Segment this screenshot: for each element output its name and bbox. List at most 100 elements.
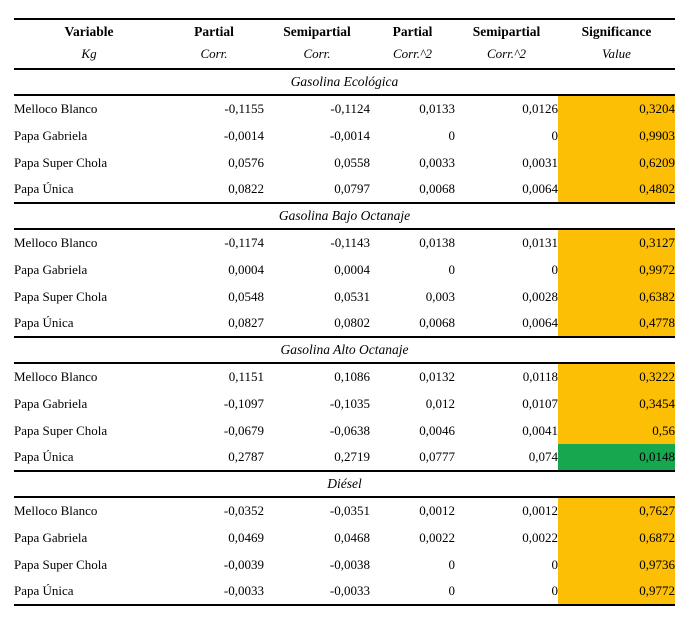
partial-corr-sq-cell: 0 — [448, 556, 456, 572]
table-row: Papa Gabriela -0,0014 -0,0014 0 0 0,9903 — [14, 122, 675, 149]
partial-corr-sq-cell: 0,003 — [425, 288, 455, 304]
partial-corr-cell: 0,1151 — [228, 369, 264, 384]
variable-cell: Papa Única — [14, 583, 74, 598]
significance-cell: 0,9972 — [558, 256, 675, 283]
table-row: Melloco Blanco -0,1174 -0,1143 0,0138 0,… — [14, 229, 675, 256]
col-header-semipartial-sq: Semipartial — [472, 24, 541, 39]
semipartial-corr-sq-cell: 0,0107 — [522, 395, 558, 411]
correlation-table: Variable Partial Semipartial Partial Sem… — [14, 18, 675, 606]
col-header-partial: Partial — [194, 24, 234, 39]
partial-corr-sq-cell: 0,0046 — [419, 422, 455, 438]
variable-cell: Papa Super Chola — [14, 556, 108, 572]
semipartial-corr-cell: 0,1086 — [334, 369, 370, 384]
significance-cell: 0,9772 — [558, 578, 675, 605]
partial-corr-sq-cell: 0 — [448, 261, 456, 277]
col-subheader-value: Value — [558, 44, 675, 70]
partial-corr-sq-cell: 0,012 — [425, 395, 455, 411]
partial-corr-cell: 0,2787 — [228, 449, 264, 464]
significance-cell: 0,6872 — [558, 524, 675, 551]
significance-cell: 0,3222 — [558, 363, 675, 390]
partial-corr-cell: 0,0827 — [228, 315, 264, 330]
partial-corr-cell: 0,0548 — [228, 288, 264, 304]
variable-cell: Papa Única — [14, 181, 74, 196]
partial-corr-sq-cell: 0,0068 — [419, 181, 455, 196]
semipartial-corr-cell: -0,1035 — [329, 395, 370, 411]
table-row: Papa Única 0,2787 0,2719 0,0777 0,074 0,… — [14, 444, 675, 471]
col-subheader-corr-sq-1: Corr.^2 — [370, 44, 455, 70]
semipartial-corr-sq-cell: 0 — [551, 127, 559, 143]
variable-cell: Melloco Blanco — [14, 101, 98, 116]
table-row: Papa Gabriela -0,1097 -0,1035 0,012 0,01… — [14, 390, 675, 417]
significance-cell: 0,4778 — [558, 310, 675, 337]
partial-corr-sq-cell: 0,0022 — [419, 529, 455, 545]
partial-corr-cell: -0,0679 — [223, 422, 264, 438]
significance-cell: 0,9903 — [558, 122, 675, 149]
semipartial-corr-sq-cell: 0,0064 — [522, 181, 558, 196]
table-row: Papa Única 0,0822 0,0797 0,0068 0,0064 0… — [14, 176, 675, 203]
semipartial-corr-cell: 0,0468 — [334, 529, 370, 545]
variable-cell: Melloco Blanco — [14, 503, 98, 518]
semipartial-corr-cell: -0,0351 — [329, 503, 370, 518]
section-title-gasolina-ecologica: Gasolina Ecológica — [14, 68, 675, 96]
partial-corr-cell: -0,1097 — [223, 395, 264, 411]
significance-cell: 0,56 — [558, 417, 675, 444]
partial-corr-sq-cell: 0,0777 — [419, 449, 455, 464]
partial-corr-sq-cell: 0,0133 — [419, 101, 455, 116]
semipartial-corr-sq-cell: 0 — [551, 261, 559, 277]
header-row-1: Variable Partial Semipartial Partial Sem… — [14, 19, 675, 44]
semipartial-corr-cell: -0,0038 — [329, 556, 370, 572]
partial-corr-cell: -0,1155 — [224, 101, 264, 116]
partial-corr-cell: -0,1174 — [224, 235, 264, 250]
partial-corr-sq-cell: 0,0132 — [419, 369, 455, 384]
significance-cell: 0,6209 — [558, 149, 675, 176]
significance-cell: 0,3454 — [558, 390, 675, 417]
semipartial-corr-cell: 0,0531 — [334, 288, 370, 304]
partial-corr-sq-cell: 0 — [448, 127, 456, 143]
significance-cell: 0,9736 — [558, 551, 675, 578]
semipartial-corr-cell: 0,0797 — [334, 181, 370, 196]
partial-corr-cell: 0,0822 — [228, 181, 264, 196]
variable-cell: Papa Super Chola — [14, 288, 108, 304]
semipartial-corr-sq-cell: 0,0031 — [522, 154, 558, 170]
partial-corr-sq-cell: 0 — [448, 583, 456, 598]
table-row: Papa Super Chola 0,0548 0,0531 0,003 0,0… — [14, 283, 675, 310]
significance-cell: 0,3127 — [558, 229, 675, 256]
table-header: Variable Partial Semipartial Partial Sem… — [14, 19, 675, 70]
variable-cell: Papa Super Chola — [14, 422, 108, 438]
partial-corr-cell: -0,0039 — [223, 556, 264, 572]
semipartial-corr-sq-cell: 0,0064 — [522, 315, 558, 330]
partial-corr-cell: -0,0014 — [223, 127, 264, 143]
section-title-row: Diésel — [14, 470, 675, 498]
semipartial-corr-sq-cell: 0,0041 — [522, 422, 558, 438]
section-title-diesel: Diésel — [14, 470, 675, 498]
semipartial-corr-cell: 0,0558 — [334, 154, 370, 170]
significance-cell: 0,6382 — [558, 283, 675, 310]
semipartial-corr-sq-cell: 0,0126 — [522, 101, 558, 116]
significance-cell-significant: 0,0148 — [558, 444, 675, 471]
partial-corr-sq-cell: 0,0033 — [419, 154, 455, 170]
partial-corr-sq-cell: 0,0012 — [419, 503, 455, 518]
semipartial-corr-cell: -0,1143 — [330, 235, 370, 250]
semipartial-corr-sq-cell: 0,0131 — [522, 235, 558, 250]
significance-cell: 0,3204 — [558, 95, 675, 122]
variable-cell: Melloco Blanco — [14, 235, 98, 250]
table-row: Melloco Blanco 0,1151 0,1086 0,0132 0,01… — [14, 363, 675, 390]
partial-corr-cell: -0,0033 — [223, 583, 264, 598]
col-header-significance: Significance — [581, 24, 652, 39]
section-title-row: Gasolina Ecológica — [14, 68, 675, 96]
table-row: Papa Gabriela 0,0004 0,0004 0 0 0,9972 — [14, 256, 675, 283]
semipartial-corr-cell: 0,2719 — [334, 449, 370, 464]
partial-corr-sq-cell: 0,0068 — [419, 315, 455, 330]
semipartial-corr-sq-cell: 0,0118 — [522, 369, 558, 384]
col-subheader-corr-sq-2: Corr.^2 — [455, 44, 558, 70]
semipartial-corr-cell: -0,0638 — [329, 422, 370, 438]
semipartial-corr-sq-cell: 0,074 — [528, 449, 558, 464]
section-title-row: Gasolina Alto Octanaje — [14, 336, 675, 364]
variable-cell: Papa Super Chola — [14, 154, 108, 170]
variable-cell: Papa Gabriela — [14, 261, 88, 277]
table-row: Papa Super Chola -0,0039 -0,0038 0 0 0,9… — [14, 551, 675, 578]
section-title-row: Gasolina Bajo Octanaje — [14, 202, 675, 230]
table-row: Melloco Blanco -0,0352 -0,0351 0,0012 0,… — [14, 497, 675, 524]
partial-corr-sq-cell: 0,0138 — [419, 235, 455, 250]
semipartial-corr-cell: 0,0004 — [334, 261, 370, 277]
